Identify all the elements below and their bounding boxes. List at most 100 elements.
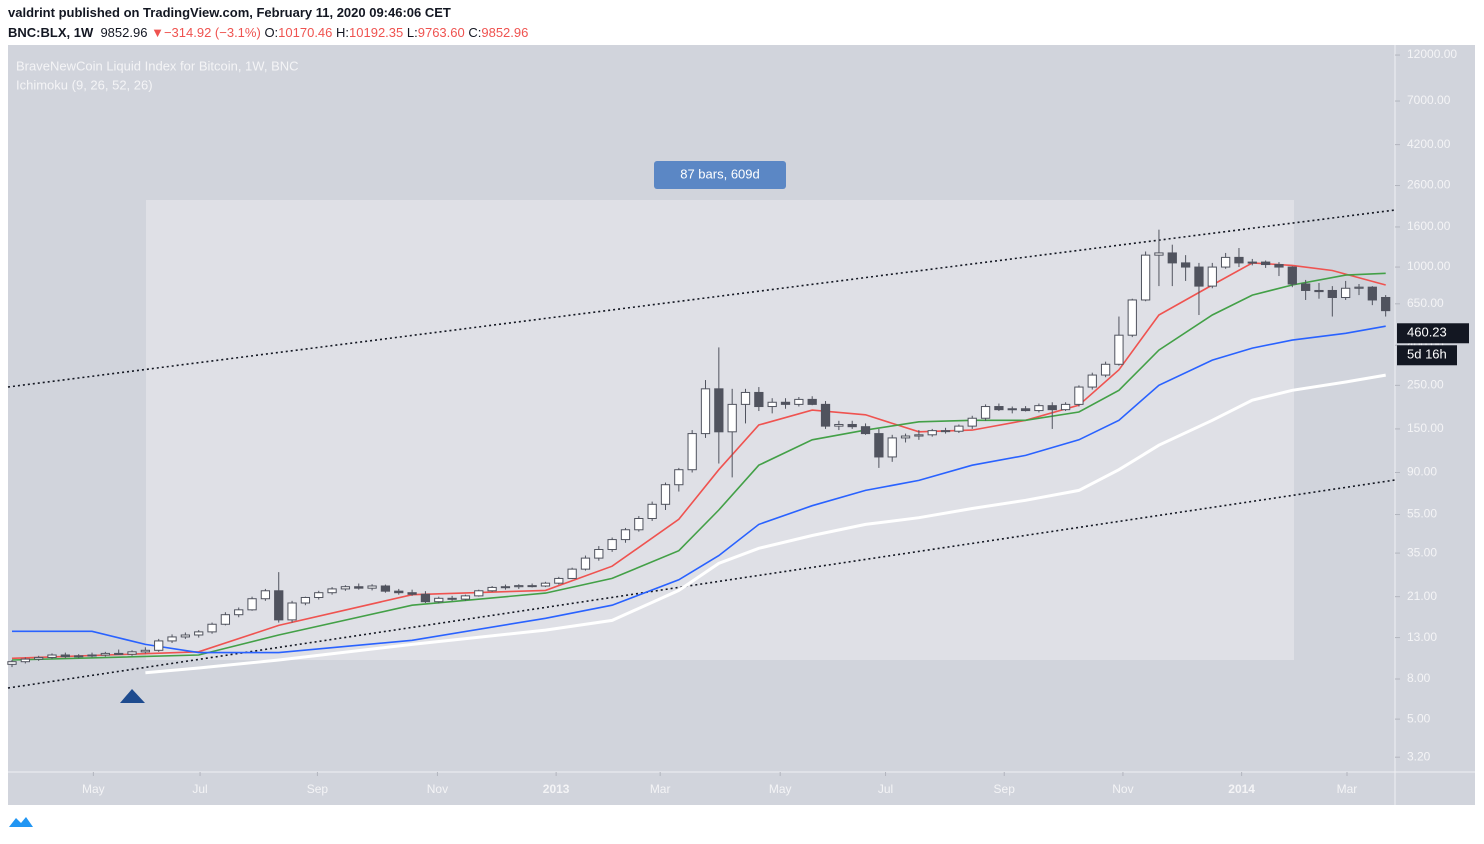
candle-body <box>327 588 337 594</box>
symbol-line: BNC:BLX, 1W 9852.96 ▼−314.92 (−3.1%) O:1… <box>8 25 528 40</box>
candle-body <box>1287 266 1297 285</box>
candle-body <box>914 434 924 437</box>
candle-body <box>260 590 271 600</box>
y-tick-label: 21.00 <box>1407 589 1437 603</box>
x-tick-label: Nov <box>1112 782 1133 796</box>
candle-body <box>754 391 764 408</box>
candle-body <box>300 596 311 604</box>
close: 9852.96 <box>481 25 529 40</box>
candle-body <box>554 577 564 584</box>
candle-body <box>940 430 951 433</box>
candle-body <box>47 654 57 658</box>
candle-body <box>580 557 591 570</box>
candle-body <box>20 658 30 663</box>
range-label: 87 bars, 609d <box>680 166 760 181</box>
candle-body <box>420 593 431 603</box>
candle-body <box>434 597 444 603</box>
candle-body <box>607 539 617 551</box>
candle-body <box>1247 261 1257 264</box>
candle-body <box>340 586 351 590</box>
range-label-box <box>654 161 786 189</box>
low: 9763.60 <box>417 25 465 40</box>
y-tick-label: 4200.00 <box>1407 137 1451 151</box>
candle-body <box>794 398 804 405</box>
candle-body <box>1261 261 1271 266</box>
x-tick-label: Sep <box>307 782 329 796</box>
candle-body <box>100 652 110 656</box>
candle-body <box>1180 262 1191 268</box>
y-tick-label: 250.00 <box>1407 378 1444 392</box>
candle-body <box>87 654 97 657</box>
candle-body <box>314 592 324 598</box>
candle-body <box>247 598 257 611</box>
x-tick-label: 2013 <box>543 782 570 796</box>
candle-body <box>180 634 191 638</box>
y-tick-label: 3.20 <box>1407 749 1431 763</box>
candle-body <box>167 636 177 642</box>
candle-body <box>7 661 17 665</box>
x-tick-label: Mar <box>1337 782 1358 796</box>
y-tick-label: 150.00 <box>1407 421 1444 435</box>
chart-subtitle: Ichimoku (9, 26, 52, 26) <box>16 77 153 92</box>
candle-body <box>594 549 604 559</box>
candle-body <box>1007 408 1017 411</box>
candle-body <box>700 388 711 435</box>
y-tick-label: 13.00 <box>1407 630 1437 644</box>
candle-body <box>474 590 484 597</box>
x-tick-label: Jul <box>192 782 207 796</box>
candle-body <box>714 388 724 433</box>
arrow: ▼ <box>151 25 164 40</box>
candle-body <box>980 406 991 419</box>
chart-title: BraveNewCoin Liquid Index for Bitcoin, 1… <box>16 58 299 73</box>
candle-body <box>994 406 1004 411</box>
candle-body <box>234 609 244 616</box>
y-tick-label: 5.00 <box>1407 711 1431 725</box>
candle-body <box>1234 256 1244 264</box>
candle-body <box>634 517 644 531</box>
lower-trendline <box>7 479 1396 689</box>
candle-body <box>1060 403 1071 411</box>
candle-body <box>887 437 897 458</box>
high: 10192.35 <box>349 25 404 40</box>
candle-body <box>1034 405 1044 412</box>
c-label: C: <box>468 25 482 40</box>
candle-body <box>407 592 417 595</box>
candle-body <box>194 631 204 636</box>
candle-body <box>1301 283 1311 291</box>
o-label: O: <box>264 25 279 40</box>
logo <box>9 817 33 827</box>
candle-body <box>620 529 631 541</box>
x-tick-label: Mar <box>650 782 671 796</box>
ichimoku-line <box>11 272 1386 661</box>
y-tick-label: 55.00 <box>1407 507 1437 521</box>
x-tick-label: Nov <box>427 782 448 796</box>
candle-body <box>874 433 884 458</box>
y-tick-label: 1000.00 <box>1407 259 1451 273</box>
candle-body <box>1074 386 1084 405</box>
candle-body <box>1354 286 1364 289</box>
publisher: valdrint published on TradingView.com, F… <box>8 5 451 20</box>
candle-body <box>1220 256 1231 268</box>
candle-body <box>847 423 857 428</box>
y-tick-label: 90.00 <box>1407 465 1437 479</box>
candle-body <box>820 403 831 427</box>
candle-body <box>767 401 777 408</box>
footer <box>8 814 38 830</box>
symbol: BNC:BLX, 1W <box>8 25 94 40</box>
countdown-box <box>1397 345 1457 366</box>
candle-body <box>460 595 471 600</box>
candle-body <box>1020 408 1031 412</box>
candle-body <box>1274 264 1284 268</box>
x-tick-label: Sep <box>994 782 1016 796</box>
candle-body <box>727 403 737 433</box>
candle-body <box>1100 363 1111 376</box>
candle-body <box>287 602 297 621</box>
open: 10170.46 <box>278 25 333 40</box>
ichimoku-line <box>145 373 1386 675</box>
candle-body <box>274 590 284 621</box>
candle-body <box>127 651 137 655</box>
candle-body <box>220 614 231 625</box>
candle-body <box>1327 289 1337 298</box>
